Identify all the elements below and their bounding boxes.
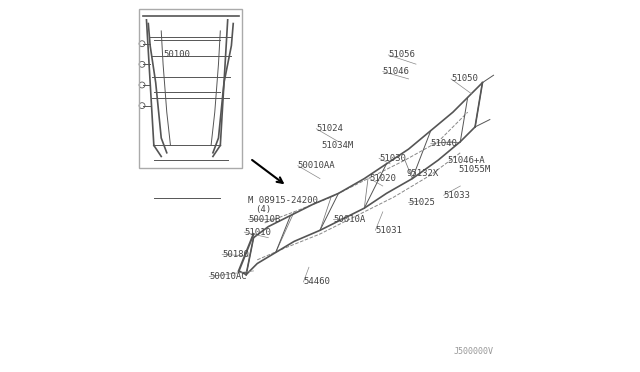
Text: 51024: 51024	[316, 124, 343, 133]
Text: 51046: 51046	[383, 67, 410, 76]
Text: 51031: 51031	[376, 226, 403, 235]
Text: 50180: 50180	[222, 250, 249, 259]
Text: 54460: 54460	[303, 278, 330, 286]
Text: 95132X: 95132X	[407, 169, 439, 177]
Text: M 08915-24200: M 08915-24200	[248, 196, 318, 205]
Text: 51025: 51025	[408, 198, 435, 207]
Text: 51046+A: 51046+A	[447, 155, 485, 165]
Text: 50010AC: 50010AC	[209, 272, 247, 281]
Text: 51056: 51056	[388, 51, 415, 60]
Text: 51020: 51020	[370, 174, 397, 183]
Text: 51010: 51010	[244, 228, 271, 237]
Text: 51055M: 51055M	[458, 165, 491, 174]
Bar	[139, 9, 243, 167]
Text: 51050: 51050	[451, 74, 478, 83]
Text: 50100: 50100	[163, 51, 190, 60]
Text: 50010B: 50010B	[248, 215, 280, 224]
Text: 51033: 51033	[444, 191, 470, 200]
Text: 50010A: 50010A	[333, 215, 365, 224]
Text: 50010AA: 50010AA	[298, 161, 335, 170]
Text: (4): (4)	[255, 205, 271, 215]
Text: 51030: 51030	[379, 154, 406, 163]
Text: 51034M: 51034M	[322, 141, 354, 150]
Text: J500000V: J500000V	[454, 347, 493, 356]
Text: 51040: 51040	[431, 139, 458, 148]
